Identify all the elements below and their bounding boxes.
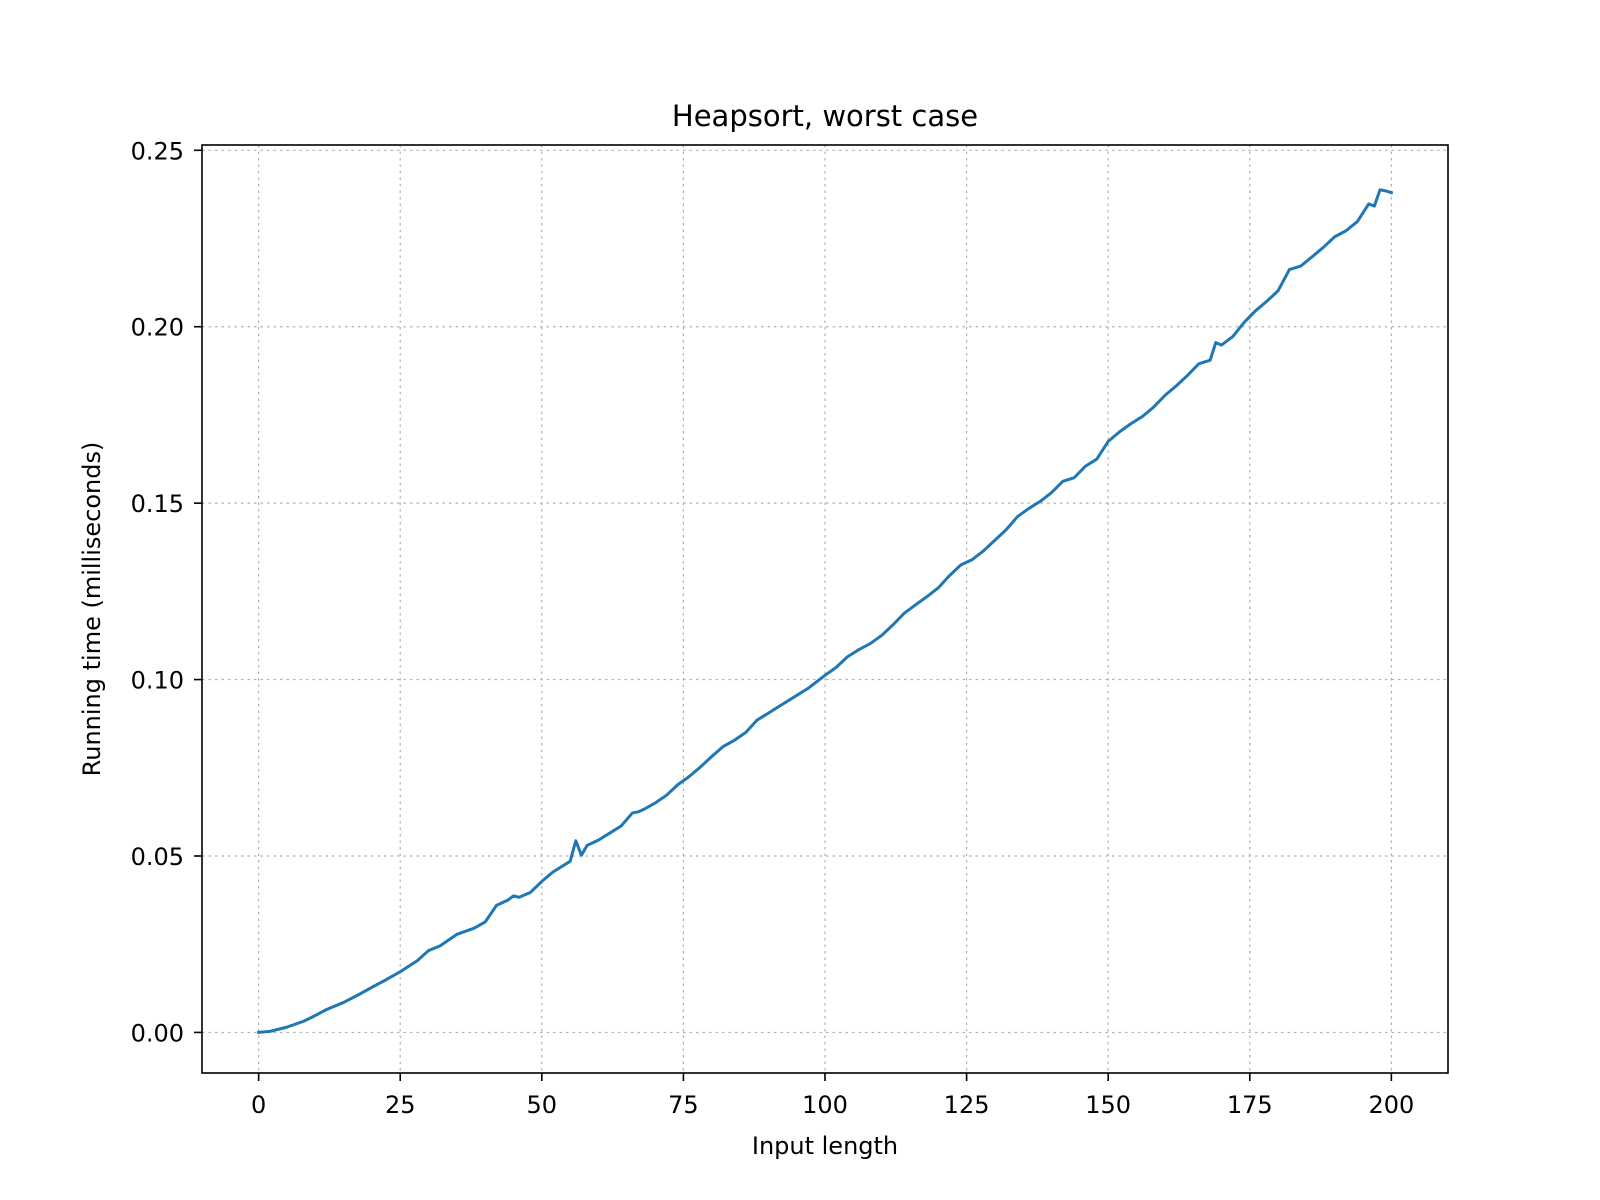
x-tick-label: 100: [802, 1091, 848, 1119]
y-tick-label: 0.05: [131, 843, 184, 871]
x-tick-label: 50: [527, 1091, 558, 1119]
x-tick-label: 150: [1085, 1091, 1131, 1119]
x-tick-label: 200: [1368, 1091, 1414, 1119]
chart-title: Heapsort, worst case: [672, 99, 978, 133]
x-axis-label: Input length: [752, 1132, 898, 1160]
x-tick-label: 25: [385, 1091, 416, 1119]
grid: [202, 145, 1448, 1073]
x-tick-label: 125: [944, 1091, 990, 1119]
y-tick-label: 0.15: [131, 490, 184, 518]
y-axis-label: Running time (milliseconds): [78, 442, 106, 777]
y-axis-ticks: 0.00 0.05 0.10 0.15 0.20 0.25: [131, 137, 202, 1047]
x-tick-label: 175: [1227, 1091, 1273, 1119]
y-tick-label: 0.25: [131, 137, 184, 165]
x-tick-label: 75: [668, 1091, 699, 1119]
running-time-series-line: [257, 188, 1394, 1035]
y-tick-label: 0.20: [131, 314, 184, 342]
y-tick-label: 0.00: [131, 1019, 184, 1047]
x-tick-label: 0: [251, 1091, 266, 1119]
y-tick-label: 0.10: [131, 667, 184, 695]
series-layer: [257, 188, 1394, 1035]
x-axis-ticks: 0 25 50 75 100 125 150 175 200: [251, 1073, 1414, 1119]
